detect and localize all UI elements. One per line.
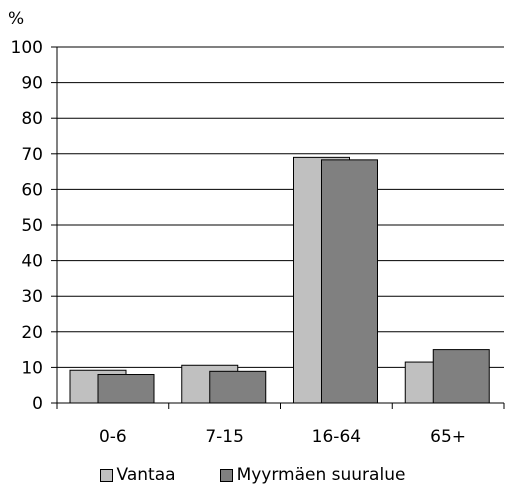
y-tick-label-50: 50 — [21, 216, 43, 236]
x-tick-labels: 0-6 7-15 16-64 65+ — [99, 427, 466, 447]
y-tick-label-70: 70 — [21, 145, 43, 165]
y-tick-label-60: 60 — [21, 180, 43, 200]
x-tick-label-65+: 65+ — [430, 427, 466, 447]
x-tick-label-16-64: 16-64 — [312, 427, 361, 447]
legend-label-myyrmaen-suuralue: Myyrmäen suuralue — [236, 465, 406, 485]
y-tick-label-30: 30 — [21, 287, 43, 307]
y-tick-label-90: 90 — [21, 74, 43, 94]
y-tick-label-10: 10 — [21, 358, 43, 378]
gridlines — [57, 46, 504, 368]
y-tick-labels: 0 10 20 30 40 50 60 70 80 90 100 — [11, 38, 43, 414]
bar-chart: % 0 10 20 30 40 50 60 70 80 90 100 0-6 7-15 16-64 65+ — [8, 9, 505, 447]
legend-item-vantaa: Vantaa — [99, 465, 176, 485]
y-axis-label: % — [8, 9, 24, 29]
legend-swatch-myyrmaen-suuralue — [219, 468, 233, 482]
bar-16-64-myyrm-en-suuralue — [321, 159, 378, 404]
bar-65+-myyrm-en-suuralue — [432, 349, 490, 404]
legend-item-myyrmaen-suuralue: Myyrmäen suuralue — [219, 465, 406, 485]
y-tick-label-40: 40 — [21, 252, 43, 272]
legend-label-vantaa: Vantaa — [116, 465, 176, 485]
y-tick-label-20: 20 — [21, 323, 43, 343]
y-tick-label-80: 80 — [21, 109, 43, 129]
x-tick-label-7-15: 7-15 — [205, 427, 244, 447]
x-tick-label-0-6: 0-6 — [99, 427, 127, 447]
y-tick-label-0: 0 — [32, 394, 43, 414]
bar-7-15-myyrm-en-suuralue — [209, 370, 267, 404]
legend-swatch-vantaa — [99, 468, 113, 482]
bars — [69, 156, 490, 404]
legend: Vantaa Myyrmäen suuralue — [0, 461, 505, 489]
axes — [51, 46, 505, 409]
bar-0-6-myyrm-en-suuralue — [97, 374, 155, 404]
y-tick-label-100: 100 — [11, 38, 43, 58]
